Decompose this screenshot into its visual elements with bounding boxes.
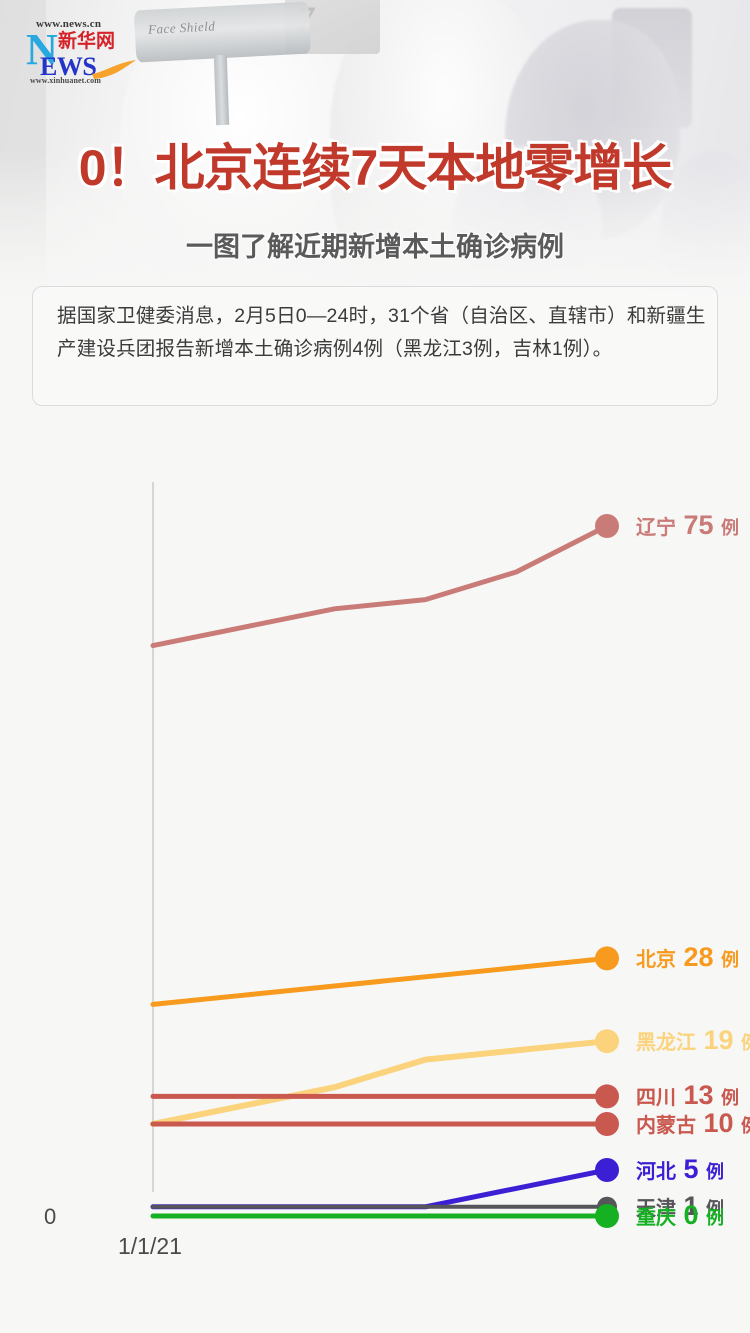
chart-label-unit: 例 <box>706 1162 725 1182</box>
chart-label-value: 0 <box>676 1200 707 1230</box>
chart-endpoint-dot-4 <box>595 1112 619 1136</box>
chart-endpoint-dot-2 <box>595 1029 619 1054</box>
chart-label-value: 19 <box>696 1025 742 1056</box>
chart-label-name: 天津 <box>636 1197 676 1220</box>
line-chart <box>0 430 750 1280</box>
chart-label-value: 5 <box>676 1154 707 1184</box>
chart-label-unit: 例 <box>741 1033 750 1053</box>
logo-letter-n: N <box>26 25 58 74</box>
chart-label-unit: 例 <box>721 1088 740 1109</box>
chart-label-name: 辽宁 <box>636 517 676 539</box>
chart-label-name: 河北 <box>636 1161 676 1183</box>
chart-endpoint-dot-1 <box>595 946 619 971</box>
chart-label-value: 13 <box>676 1080 722 1111</box>
logo-letters-ews: EWS <box>40 52 97 81</box>
chart-label-name: 黑龙江 <box>636 1032 696 1055</box>
chart-label-unit: 例 <box>706 1198 725 1219</box>
page-subtitle: 一图了解近期新增本土确诊病例 <box>186 232 564 262</box>
chart-label-河北: 河北 5 例 <box>636 1154 724 1185</box>
chart-line-1 <box>150 955 610 1007</box>
chart-label-天津: 天津 1 例 <box>636 1191 724 1222</box>
logo-chinese-name: 新华网 <box>58 31 116 52</box>
chart-x-tick-start: 1/1/21 <box>118 1233 182 1259</box>
summary-text: 据国家卫健委消息，2月5日0—24时，31个省（自治区、直辖市）和新疆生产建设兵… <box>57 305 706 360</box>
chart-label-unit: 例 <box>741 1116 750 1136</box>
chart-label-内蒙古: 内蒙古 10 例 <box>636 1108 750 1139</box>
chart-endpoint-dot-5 <box>595 1158 619 1182</box>
chart-label-name: 重庆 <box>636 1207 676 1229</box>
chart-label-unit: 例 <box>721 518 740 538</box>
chart-endpoint-dot-7 <box>595 1204 619 1228</box>
chart-label-value: 1 <box>676 1190 707 1221</box>
chart-label-unit: 例 <box>721 950 740 971</box>
page-title: 0！北京连续7天本地零增长 <box>78 140 673 196</box>
chart-y-tick-zero: 0 <box>44 1204 57 1229</box>
chart-label-name: 内蒙古 <box>636 1115 696 1137</box>
chart-label-name: 四川 <box>636 1087 676 1110</box>
chart-label-辽宁: 辽宁 75 例 <box>636 510 739 541</box>
chart-label-unit: 例 <box>706 1208 725 1228</box>
summary-card <box>32 286 718 406</box>
chart-label-name: 北京 <box>636 949 676 972</box>
chart-label-四川: 四川 13 例 <box>636 1080 739 1111</box>
chart-label-重庆: 重庆 0 例 <box>636 1200 724 1231</box>
xinhua-logo[interactable]: www.news.cn N 新华网 EWS www.xinhuanet.com <box>22 18 138 90</box>
chart-y-axis <box>152 482 154 1192</box>
logo-top-url: www.news.cn <box>36 18 102 30</box>
chart-endpoint-dot-0 <box>595 514 619 538</box>
chart-label-北京: 北京 28 例 <box>636 942 739 973</box>
chart-label-value: 10 <box>696 1108 742 1138</box>
chart-line-2 <box>150 1038 610 1127</box>
chart-label-黑龙江: 黑龙江 19 例 <box>636 1025 750 1056</box>
chart-label-value: 28 <box>676 942 722 973</box>
logo-bottom-url: www.xinhuanet.com <box>30 76 102 85</box>
hero-photo: 7 Face Shield <box>0 0 750 300</box>
chart-endpoint-dot-3 <box>595 1084 619 1109</box>
photo-fade-overlay <box>0 150 750 300</box>
chart-label-value: 75 <box>676 510 722 540</box>
logo-swoosh-icon <box>92 60 136 79</box>
chart-line-0 <box>150 523 610 649</box>
